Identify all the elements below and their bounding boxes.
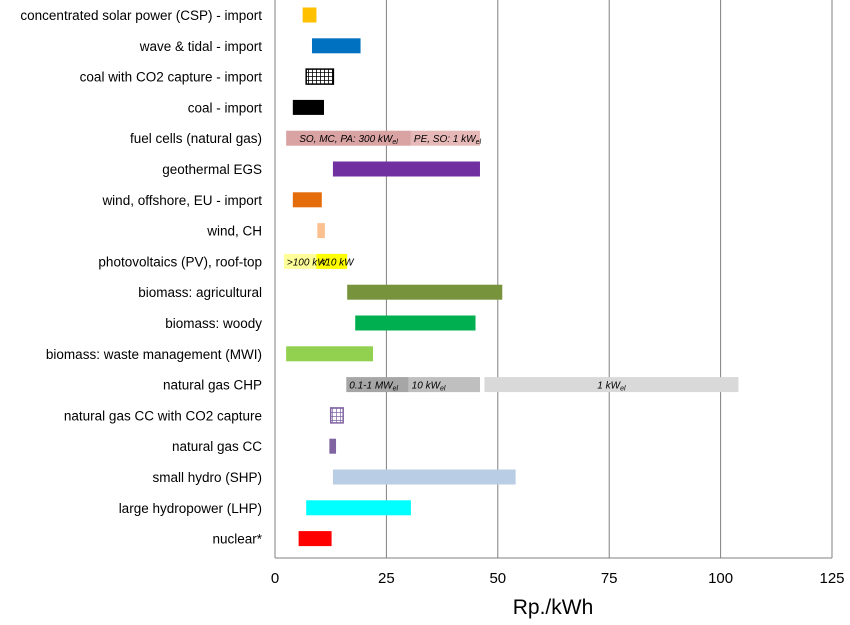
range-bar	[302, 7, 317, 23]
x-tick-label-75: 75	[601, 570, 618, 587]
category-label: wind, offshore, EU - import	[101, 193, 262, 208]
range-bar	[332, 469, 516, 485]
segment-label: <10 kW	[319, 257, 355, 268]
range-bar	[355, 315, 476, 331]
category-labels: concentrated solar power (CSP) - import w…	[20, 8, 262, 547]
x-tick-label-100: 100	[708, 570, 733, 587]
range-bar	[298, 531, 332, 547]
segment-label: >100 kW	[287, 257, 328, 268]
segment-label: 10 kWel	[412, 381, 446, 393]
category-label: natural gas CC with CO2 capture	[64, 408, 262, 423]
segment-label: 1 kWel	[597, 381, 626, 393]
category-label: coal - import	[188, 100, 263, 115]
category-label: natural gas CHP	[163, 378, 262, 393]
range-bar	[286, 130, 411, 146]
category-label: concentrated solar power (CSP) - import	[20, 8, 262, 23]
category-label: biomass: agricultural	[138, 285, 262, 300]
category-label: biomass: waste management (MWI)	[46, 347, 262, 362]
category-label: small hydro (SHP)	[152, 470, 262, 485]
x-tick-label-50: 50	[489, 570, 506, 587]
range-bar	[305, 68, 335, 85]
range-bar	[311, 38, 361, 54]
x-tick-label-125: 125	[819, 570, 844, 587]
category-label: large hydropower (LHP)	[119, 501, 262, 516]
category-label: natural gas CC	[172, 439, 262, 454]
plot-frame	[274, 0, 832, 559]
category-label: wave & tidal - import	[139, 39, 263, 54]
range-bar	[316, 253, 348, 269]
range-bar	[408, 377, 480, 393]
category-label: coal with CO2 capture - import	[80, 70, 263, 85]
x-tick-label-25: 25	[378, 570, 395, 587]
range-bar	[332, 161, 480, 177]
range-bar	[329, 407, 344, 424]
range-bar	[292, 192, 322, 208]
range-bar	[317, 223, 325, 239]
range-bar	[283, 253, 317, 269]
range-bars	[283, 7, 739, 547]
segment-label: PE, SO: 1 kWel	[414, 134, 482, 146]
category-label: nuclear*	[212, 532, 262, 547]
range-bar	[347, 284, 503, 300]
category-label: biomass: woody	[165, 316, 262, 331]
segment-label: SO, MC, PA: 300 kWel	[299, 134, 398, 146]
x-tick-label-0: 0	[271, 570, 279, 587]
category-label: fuel cells (natural gas)	[130, 131, 262, 146]
range-bar	[306, 500, 411, 516]
category-label: photovoltaics (PV), roof-top	[98, 254, 262, 269]
range-bar	[292, 99, 325, 115]
category-label: wind, CH	[206, 224, 262, 239]
range-bar	[346, 377, 409, 393]
range-bar	[286, 346, 374, 362]
range-bar	[410, 130, 480, 146]
segment-label: 0.1-1 MWel	[349, 381, 398, 393]
segment-labels: SO, MC, PA: 300 kWel PE, SO: 1 kWel >100 k…	[287, 134, 626, 392]
range-bar	[484, 377, 739, 393]
x-tick-labels: 0 25 50 75 100 125	[271, 570, 845, 587]
vertical-gridlines	[385, 0, 833, 558]
range-bar	[329, 438, 337, 454]
x-axis-title: Rp./kWh	[513, 596, 594, 619]
category-label: geothermal EGS	[162, 162, 262, 177]
